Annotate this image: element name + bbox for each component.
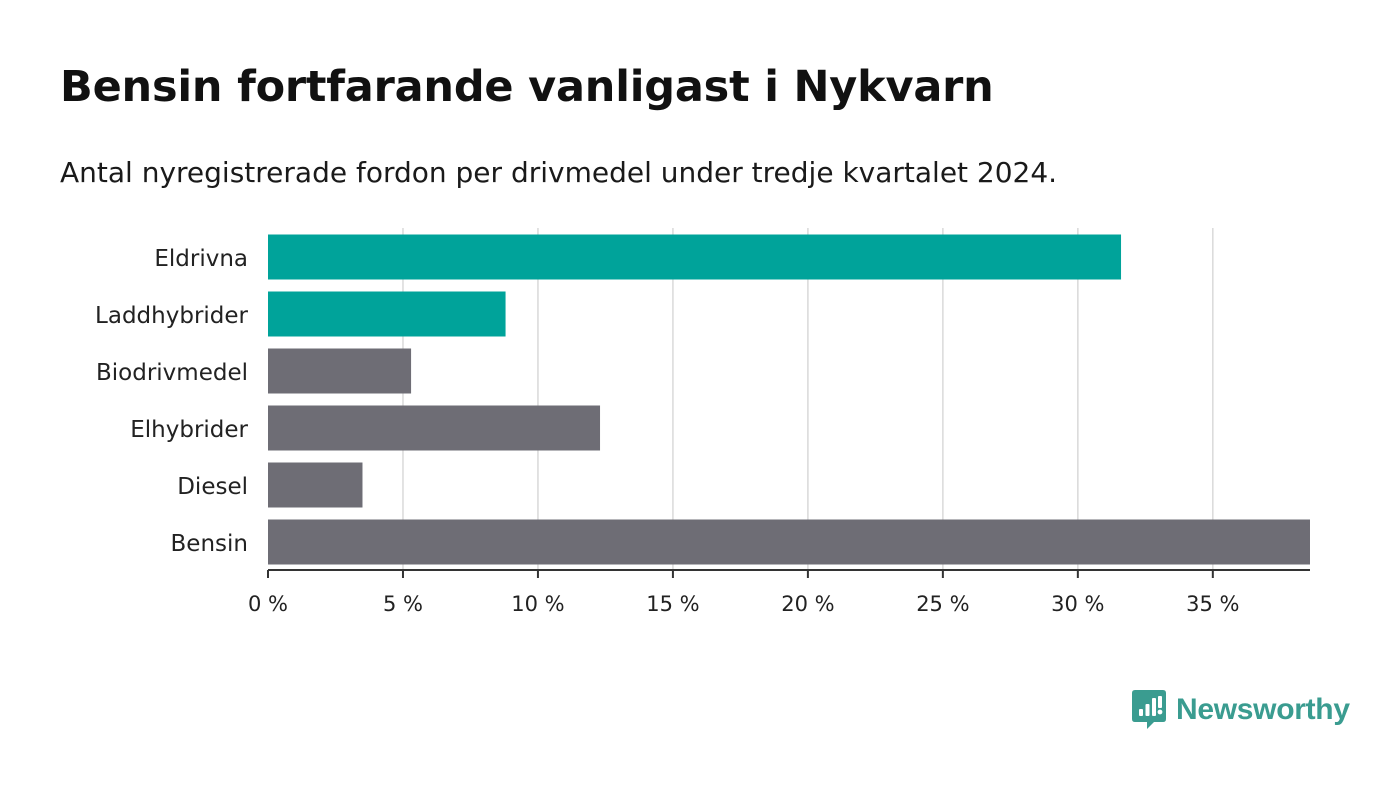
x-tick-label: 25 %	[916, 592, 969, 616]
x-axis: 0 % 5 % 10 % 15 % 20 % 25 % 30 % 35 %	[248, 569, 1310, 616]
chart-title: Bensin fortfarande vanligast i Nykvarn	[60, 62, 994, 112]
newsworthy-logo-icon	[1132, 690, 1166, 729]
x-tick-label: 20 %	[781, 592, 834, 616]
bar-bensin	[268, 519, 1310, 565]
category-label: Biodrivmedel	[96, 360, 248, 386]
bars	[268, 234, 1310, 565]
bar-diesel	[268, 462, 363, 508]
category-label: Eldrivna	[154, 246, 248, 272]
grid-lines	[402, 228, 1214, 570]
x-tick-label: 30 %	[1051, 592, 1104, 616]
x-tick-label: 5 %	[383, 592, 423, 616]
bar-laddhybrider	[268, 291, 506, 337]
category-label: Laddhybrider	[95, 303, 248, 329]
category-label: Diesel	[177, 474, 248, 500]
category-label: Bensin	[171, 531, 248, 557]
bar-eldrivna	[268, 234, 1122, 280]
brand-logo: Newsworthy	[1132, 690, 1350, 730]
bar-elhybrider	[268, 405, 601, 451]
x-tick-label: 15 %	[646, 592, 699, 616]
category-labels: Eldrivna Laddhybrider Biodrivmedel Elhybrid…	[95, 246, 248, 557]
category-label: Elhybrider	[130, 417, 248, 443]
x-tick-label: 0 %	[248, 592, 288, 616]
bar-biodrivmedel	[268, 348, 412, 394]
x-tick-label: 10 %	[511, 592, 564, 616]
brand-name: Newsworthy	[1176, 693, 1350, 726]
chart-subtitle: Antal nyregistrerade fordon per drivmede…	[60, 156, 1058, 189]
x-tick-label: 35 %	[1186, 592, 1239, 616]
